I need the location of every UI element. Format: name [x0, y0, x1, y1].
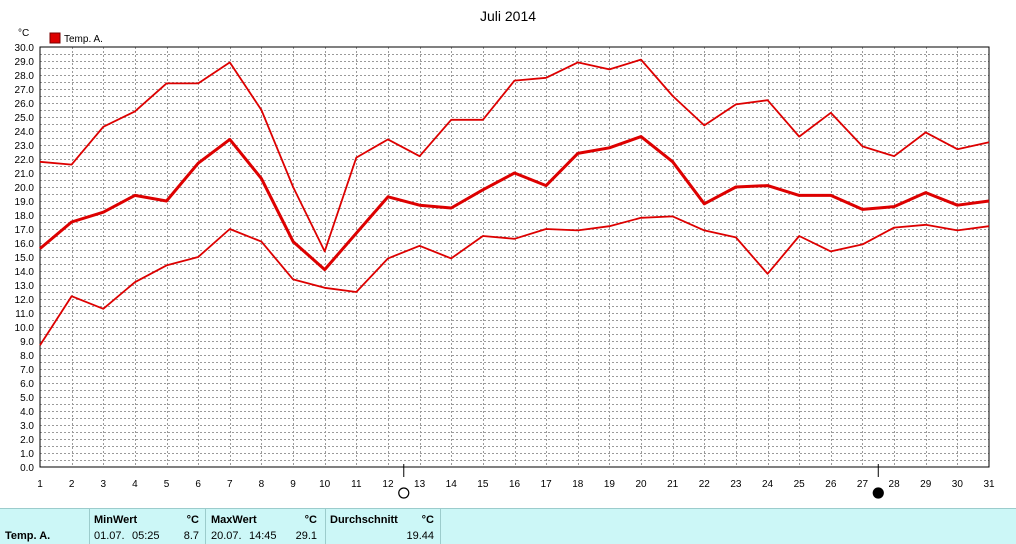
x-tick-label: 28	[889, 479, 901, 490]
y-tick-label: 23.0	[15, 141, 35, 152]
y-tick-label: 13.0	[15, 281, 35, 292]
x-tick-label: 31	[983, 479, 995, 490]
y-tick-label: 12.0	[15, 295, 35, 306]
series-line-max	[39, 58, 990, 253]
y-tick-label: 7.0	[20, 365, 34, 376]
stats-row-label: Temp. A.	[5, 530, 51, 542]
x-tick-label: 21	[667, 479, 679, 490]
series-lines	[39, 58, 990, 346]
max-unit: °C	[304, 514, 317, 526]
x-tick-label: 17	[541, 479, 553, 490]
stats-row-label-cell: Temp. A.	[0, 509, 90, 544]
y-tick-label: 2.0	[20, 435, 34, 446]
y-tick-label: 22.0	[15, 155, 35, 166]
y-tick-label: 25.0	[15, 113, 35, 124]
statistics-bar: Temp. A. MinWert °C 01.07. 05:25 8.7 Max…	[0, 508, 1016, 544]
x-tick-label: 7	[227, 479, 233, 490]
x-tick-label: 15	[477, 479, 489, 490]
y-tick-label: 5.0	[20, 393, 34, 404]
x-tick-label: 10	[319, 479, 331, 490]
x-tick-label: 18	[572, 479, 584, 490]
y-axis-unit-label: °C	[18, 28, 29, 39]
max-value: 29.1	[295, 530, 317, 542]
max-cell: MaxWert °C 20.07. 14:45 29.1	[206, 509, 326, 544]
y-tick-label: 8.0	[20, 351, 34, 362]
new-moon-icon	[872, 487, 884, 499]
y-tick-label: 20.0	[15, 183, 35, 194]
chart-title: Juli 2014	[480, 8, 536, 24]
y-tick-label: 14.0	[15, 267, 35, 278]
series-line-min	[39, 215, 990, 346]
plot-frame	[39, 46, 990, 468]
x-tick-label: 24	[762, 479, 774, 490]
x-tick-label: 8	[259, 479, 265, 490]
series-line-mean	[39, 135, 990, 272]
y-tick-label: 24.0	[15, 127, 35, 138]
y-tick-label: 17.0	[15, 225, 35, 236]
x-tick-label: 1	[37, 479, 43, 490]
x-tick-label: 20	[635, 479, 647, 490]
y-tick-label: 0.0	[20, 463, 34, 474]
y-tick-label: 28.0	[15, 71, 35, 82]
legend-swatch	[49, 32, 61, 44]
min-time: 05:25	[132, 530, 160, 542]
y-tick-label: 15.0	[15, 253, 35, 264]
y-tick-label: 27.0	[15, 85, 35, 96]
y-tick-label: 10.0	[15, 323, 35, 334]
y-tick-label: 4.0	[20, 407, 34, 418]
y-tick-label: 11.0	[15, 309, 34, 320]
legend-label: Temp. A.	[64, 34, 103, 45]
max-time: 14:45	[249, 530, 277, 542]
legend: Temp. A.	[49, 32, 103, 45]
y-axis-ticks: 0.0 1.0 2.0 3.0 4.0 5.0 6.0 7.0 8.0 9.0 10.0 11.0 12…	[15, 43, 35, 474]
x-tick-label: 13	[414, 479, 426, 490]
x-tick-label: 29	[920, 479, 932, 490]
y-tick-label: 29.0	[15, 57, 35, 68]
x-tick-label: 5	[164, 479, 170, 490]
full-moon-icon	[398, 487, 410, 499]
y-tick-label: 21.0	[15, 169, 35, 180]
x-tick-label: 16	[509, 479, 521, 490]
x-tick-label: 4	[132, 479, 138, 490]
min-header: MinWert	[94, 514, 138, 526]
x-tick-label: 27	[857, 479, 869, 490]
y-tick-label: 18.0	[15, 211, 35, 222]
min-cell: MinWert °C 01.07. 05:25 8.7	[90, 509, 206, 544]
y-tick-label: 9.0	[20, 337, 34, 348]
temperature-chart: Juli 2014 °C Temp. A. 0.0 1.0 2.0 3.0 4.0 5.0…	[15, 8, 995, 499]
min-unit: °C	[186, 514, 199, 526]
x-tick-label: 19	[604, 479, 616, 490]
moon-phase-markers	[398, 464, 884, 499]
y-tick-label: 1.0	[20, 449, 34, 460]
x-tick-label: 2	[69, 479, 75, 490]
max-date: 20.07.	[211, 530, 242, 542]
x-tick-label: 26	[825, 479, 837, 490]
min-date: 01.07.	[94, 530, 125, 542]
avg-cell: Durchschnitt °C 19.44	[326, 509, 441, 544]
x-tick-label: 9	[290, 479, 296, 490]
y-tick-label: 26.0	[15, 99, 35, 110]
x-tick-label: 14	[446, 479, 458, 490]
avg-header: Durchschnitt	[330, 514, 398, 526]
avg-unit: °C	[421, 514, 434, 526]
y-tick-label: 16.0	[15, 239, 35, 250]
grid	[40, 47, 989, 467]
x-axis-ticks: 1 2 3 4 5 6 7 8 9 10 11 12 13 14 15 16 17 18 19 20 21 22 23 24 2…	[37, 479, 995, 490]
max-header: MaxWert	[211, 514, 257, 526]
avg-value: 19.44	[406, 530, 434, 542]
min-value: 8.7	[183, 530, 199, 542]
x-tick-label: 6	[195, 479, 201, 490]
x-tick-label: 23	[730, 479, 742, 490]
x-tick-label: 3	[100, 479, 106, 490]
x-tick-label: 30	[952, 479, 964, 490]
y-tick-label: 6.0	[20, 379, 34, 390]
x-tick-label: 22	[699, 479, 711, 490]
y-tick-label: 3.0	[20, 421, 34, 432]
x-tick-label: 11	[351, 479, 362, 490]
y-tick-label: 19.0	[15, 197, 35, 208]
x-tick-label: 12	[382, 479, 394, 490]
y-tick-label: 30.0	[15, 43, 35, 54]
x-tick-label: 25	[794, 479, 806, 490]
